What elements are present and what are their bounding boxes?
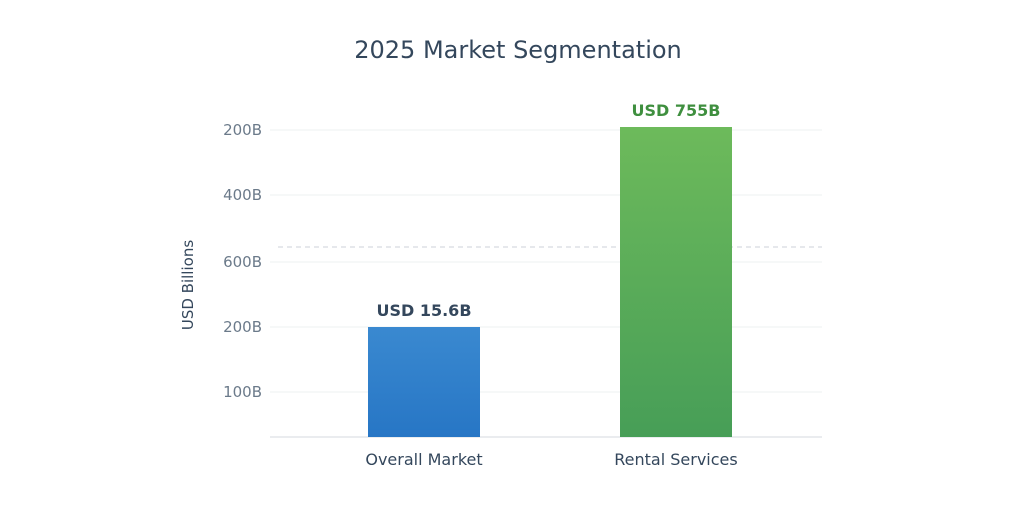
y-tick-label: 100B [223, 383, 262, 401]
y-tick-label: 200B [223, 121, 262, 139]
data-label: USD 15.6B [376, 301, 471, 320]
y-axis-label: USD Billions [179, 240, 197, 330]
bar-rental-services [620, 127, 732, 437]
x-tick-label: Rental Services [614, 450, 737, 469]
chart-title: 2025 Market Segmentation [354, 36, 682, 64]
y-tick-label: 600B [223, 253, 262, 271]
x-tick-label: Overall Market [365, 450, 482, 469]
y-tick-label: 200B [223, 318, 262, 336]
data-label: USD 755B [632, 101, 721, 120]
bar-overall-market [368, 327, 480, 437]
y-tick-label: 400B [223, 186, 262, 204]
